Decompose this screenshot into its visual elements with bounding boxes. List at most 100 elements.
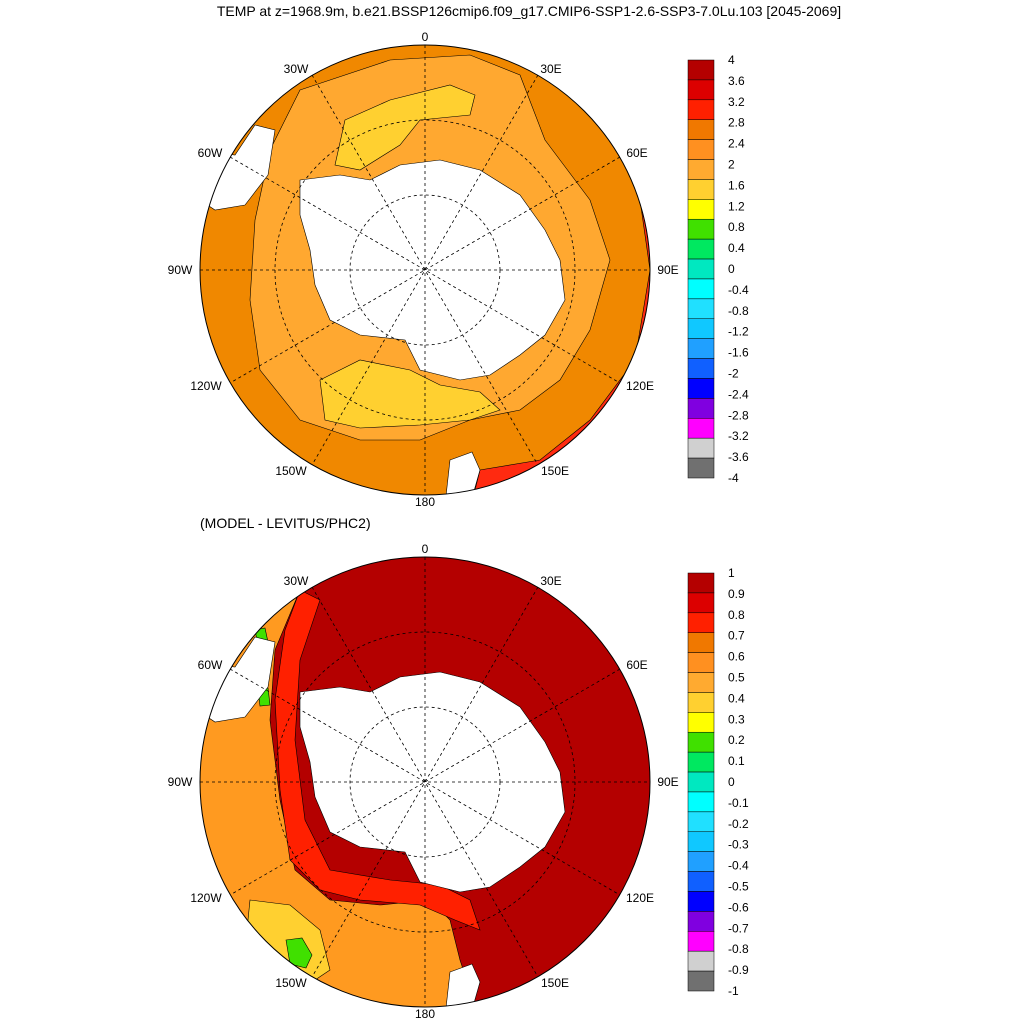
colorbar-swatch — [687, 791, 715, 813]
colorbar-tick-label: 0.5 — [728, 671, 745, 685]
colorbar-swatch — [687, 99, 715, 120]
colorbar-tick-label: 2 — [728, 158, 735, 172]
colorbar-swatch — [687, 831, 715, 852]
colorbar-swatch — [687, 771, 715, 793]
colorbar-tick-label: 0 — [728, 262, 735, 276]
colorbar-tick-label: 1 — [728, 566, 735, 580]
colorbar-swatch — [687, 159, 715, 180]
top-colorbar: 4 3.6 3.2 2.8 2.4 2 1.6 1.2 0.8 0.4 0 -0.4 -0.8 -1.2 -… — [687, 53, 749, 485]
colorbar-swatch — [687, 911, 715, 932]
colorbar-tick-label: -1.2 — [728, 325, 749, 339]
colorbar-swatch — [687, 931, 715, 952]
colorbar-tick-label: 3.6 — [728, 74, 745, 88]
colorbar-tick-label: -2.4 — [728, 387, 749, 401]
top-lon-60e: 60E — [626, 146, 647, 160]
colorbar-tick-label: 0.4 — [728, 241, 745, 255]
colorbar-swatch — [687, 871, 715, 892]
colorbar-tick-label: -0.2 — [728, 817, 749, 831]
bottom-graticule — [200, 557, 650, 1007]
colorbar-tick-label: -1 — [728, 984, 739, 998]
colorbar-tick-label: 1.2 — [728, 199, 745, 213]
colorbar-tick-label: 1.6 — [728, 178, 745, 192]
colorbar-swatch — [687, 298, 715, 320]
colorbar-swatch — [687, 731, 715, 753]
top-patch-north — [334, 84, 476, 171]
colorbar-swatch — [687, 338, 715, 359]
colorbar-tick-label: 0.8 — [728, 220, 745, 234]
colorbar-swatch — [687, 437, 715, 459]
colorbar-swatch — [687, 652, 715, 673]
top-antarctica — [299, 159, 566, 381]
top-lon-120w: 120W — [190, 379, 222, 393]
colorbar-swatch — [687, 692, 715, 713]
colorbar-tick-label: 0.6 — [728, 650, 745, 664]
colorbar-tick-label: 0.7 — [728, 629, 745, 643]
colorbar-swatch — [687, 891, 715, 912]
top-lon-0: 0 — [422, 30, 429, 44]
colorbar-swatch — [687, 378, 715, 399]
colorbar-tick-label: -1.6 — [728, 346, 749, 360]
colorbar-tick-label: 0.3 — [728, 712, 745, 726]
colorbar-swatch — [687, 592, 715, 614]
bottom-lon-180: 180 — [415, 1007, 435, 1021]
colorbar-tick-label: -2.8 — [728, 408, 749, 422]
bottom-lon-120e: 120E — [626, 891, 654, 905]
colorbar-swatch — [687, 139, 715, 160]
top-map-border — [199, 44, 651, 496]
colorbar-swatch — [687, 612, 715, 633]
colorbar-tick-label: -3.2 — [728, 429, 749, 443]
colorbar-tick-label: -4 — [728, 471, 739, 485]
colorbar-swatch — [687, 672, 715, 693]
colorbar-tick-label: 2.8 — [728, 116, 745, 130]
top-lon-30e: 30E — [540, 62, 561, 76]
colorbar-tick-label: -0.3 — [728, 838, 749, 852]
bottom-lon-90w: 90W — [168, 775, 193, 789]
top-graticule — [200, 45, 650, 495]
colorbar-swatch — [687, 751, 715, 773]
bottom-lon-60w: 60W — [198, 658, 223, 672]
top-lon-180: 180 — [415, 495, 435, 509]
top-lon-90e: 90E — [657, 263, 678, 277]
colorbar-tick-label: -3.6 — [728, 450, 749, 464]
colorbar-tick-label: 3.2 — [728, 95, 745, 109]
top-lon-90w: 90W — [168, 263, 193, 277]
bottom-map-border — [199, 556, 651, 1008]
top-lon-120e: 120E — [626, 379, 654, 393]
colorbar-tick-label: 4 — [728, 53, 735, 67]
colorbar-tick-label: -0.9 — [728, 963, 749, 977]
colorbar-tick-label: 2.4 — [728, 137, 745, 151]
colorbar-swatch — [687, 418, 715, 439]
colorbar-swatch — [687, 811, 715, 833]
colorbar-swatch — [687, 632, 715, 653]
bottom-lon-60e: 60E — [626, 658, 647, 672]
bottom-lon-labels: 0 30E 60E 90E 120E 150E 180 150W 120W 90… — [168, 542, 679, 1021]
bottom-lon-120w: 120W — [190, 891, 222, 905]
colorbar-tick-label: -0.6 — [728, 900, 749, 914]
colorbar-swatch — [687, 179, 715, 200]
colorbar-swatch — [687, 278, 715, 300]
bottom-green-patch — [285, 937, 313, 969]
top-lon-60w: 60W — [198, 146, 223, 160]
bottom-lon-90e: 90E — [657, 775, 678, 789]
colorbar-tick-label: -0.7 — [728, 921, 749, 935]
colorbar-swatch — [687, 199, 715, 220]
colorbar-swatch — [687, 712, 715, 733]
top-map — [199, 44, 651, 496]
colorbar-swatch — [687, 258, 715, 280]
colorbar-tick-label: -0.8 — [728, 942, 749, 956]
colorbar-tick-label: -0.1 — [728, 796, 749, 810]
top-new-zealand — [444, 451, 481, 495]
bottom-map — [199, 556, 651, 1008]
colorbar-swatch — [687, 59, 715, 81]
bottom-west-red-band — [274, 589, 481, 931]
bottom-subtitle: (MODEL - LEVITUS/PHC2) — [200, 515, 371, 531]
bottom-antarctica — [299, 671, 566, 893]
colorbar-swatch — [687, 79, 715, 101]
bottom-new-zealand — [444, 963, 481, 1007]
colorbar-tick-label: 0.1 — [728, 754, 745, 768]
top-lon-labels: 0 30E 60E 90E 120E 150E 180 150W 120W 90… — [168, 30, 679, 509]
colorbar-swatch — [687, 950, 715, 972]
colorbar-tick-label: -0.5 — [728, 880, 749, 894]
colorbar-tick-label: 0 — [728, 775, 735, 789]
